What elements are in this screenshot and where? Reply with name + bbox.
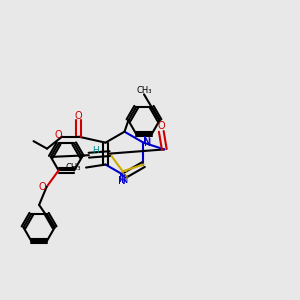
Text: N: N: [119, 174, 127, 184]
Text: O: O: [38, 182, 46, 192]
Text: H: H: [92, 146, 99, 155]
Text: N: N: [144, 138, 151, 148]
Text: CH₃: CH₃: [65, 163, 81, 172]
Text: N: N: [143, 136, 151, 146]
Text: O: O: [55, 130, 62, 140]
Text: N: N: [118, 176, 126, 186]
Text: CH₃: CH₃: [136, 86, 152, 95]
Text: O: O: [75, 111, 82, 121]
Text: O: O: [158, 121, 165, 131]
Text: N: N: [121, 175, 128, 185]
Text: S: S: [121, 171, 127, 181]
